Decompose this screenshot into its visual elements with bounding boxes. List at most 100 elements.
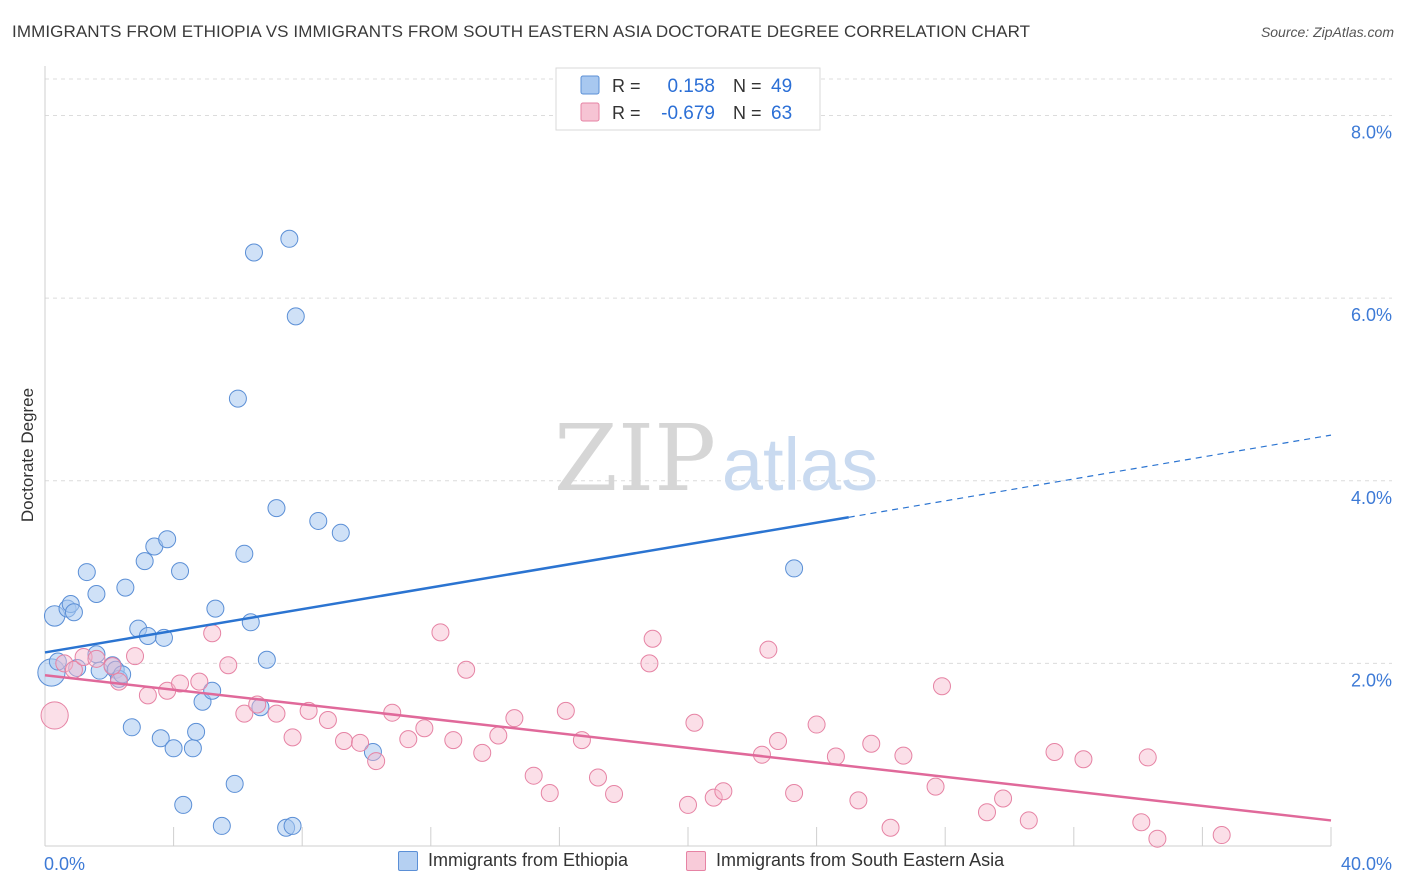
sea-point (351, 733, 370, 752)
sea-trend-line (44, 674, 1332, 822)
sea-point (87, 649, 106, 668)
sea-point (1148, 829, 1167, 848)
sea-point (334, 731, 353, 750)
sea-point (109, 672, 128, 691)
data-points (37, 229, 1231, 848)
sea-point (219, 656, 238, 675)
sea-point (457, 660, 476, 679)
sea-point (1138, 748, 1157, 767)
ethiopia-point (164, 739, 183, 758)
sea-point (785, 784, 804, 803)
sea-point (704, 788, 723, 807)
sea-point (489, 726, 508, 745)
ethiopia-point (267, 499, 286, 518)
ethiopia-point (785, 559, 804, 578)
legend-swatch-pink (686, 850, 706, 871)
sea-point (171, 674, 190, 693)
legend-r-label: R = (612, 103, 641, 123)
ethiopia-point (212, 816, 231, 835)
sea-point (367, 752, 386, 771)
ethiopia-point (206, 599, 225, 618)
x-tick-label: 0.0% (44, 854, 85, 874)
ethiopia-point (135, 552, 154, 571)
sea-point (1074, 750, 1093, 769)
ethiopia-point (171, 562, 190, 581)
sea-point (894, 746, 913, 765)
source-label: Source: ZipAtlas.com (1260, 24, 1394, 40)
sea-point (473, 743, 492, 762)
x-tick-label: 40.0% (1341, 854, 1392, 874)
legend-item-ethiopia: Immigrants from Ethiopia (398, 850, 628, 871)
sea-point (1045, 742, 1064, 761)
sea-point (505, 709, 524, 728)
sea-point (714, 782, 733, 801)
legend-label: Immigrants from South Eastern Asia (716, 850, 1005, 870)
ethiopia-point (151, 729, 170, 748)
sea-point (103, 657, 122, 676)
sea-point (643, 629, 662, 648)
sea-point (1019, 811, 1038, 830)
sea-point (807, 715, 826, 734)
ethiopia-point (225, 774, 244, 793)
sea-point (524, 766, 543, 785)
ethiopia-trend-extension (848, 434, 1332, 518)
sea-point (415, 719, 434, 738)
gridlines (45, 78, 1392, 664)
chart-title: IMMIGRANTS FROM ETHIOPIA VS IMMIGRANTS F… (12, 22, 1031, 41)
sea-point (203, 624, 222, 643)
legend-n-value: 49 (771, 76, 792, 97)
axes: 2.0% 4.0% 6.0% 8.0% 0.0% 40.0% (44, 66, 1392, 874)
y-axis-label: Doctorate Degree (18, 388, 37, 522)
sea-point (40, 701, 69, 730)
ethiopia-trend-line (44, 516, 849, 654)
ethiopia-point (87, 584, 106, 603)
sea-point (1132, 813, 1151, 832)
sea-point (994, 789, 1013, 808)
watermark-atlas: atlas (722, 423, 878, 506)
sea-point (556, 701, 575, 720)
ethiopia-point (48, 652, 67, 671)
sea-point (605, 784, 624, 803)
legend-swatch-pink (580, 102, 600, 122)
ethiopia-point (183, 739, 202, 758)
sea-point (881, 818, 900, 837)
ethiopia-point (122, 718, 141, 737)
sea-point (138, 686, 157, 705)
ethiopia-point (286, 307, 305, 326)
sea-point (588, 768, 607, 787)
sea-point (640, 654, 659, 673)
ethiopia-point (77, 563, 96, 582)
y-tick-label: 8.0% (1351, 123, 1392, 143)
legend-r-value: 0.158 (667, 76, 715, 97)
sea-point (759, 640, 778, 659)
legend-item-sea: Immigrants from South Eastern Asia (686, 850, 1004, 871)
sea-point (685, 713, 704, 732)
sea-point (540, 784, 559, 803)
ethiopia-point (280, 229, 299, 248)
ethiopia-point (257, 650, 276, 669)
ethiopia-point (158, 530, 177, 549)
sea-point (126, 647, 145, 666)
legend-label: Immigrants from Ethiopia (428, 850, 629, 870)
sea-point (1212, 826, 1231, 845)
ethiopia-point (64, 603, 83, 622)
sea-point (431, 623, 450, 642)
ethiopia-point (116, 578, 135, 597)
legend-r-label: R = (612, 76, 641, 96)
sea-point (932, 677, 951, 696)
sea-point (55, 654, 74, 673)
y-tick-label: 4.0% (1351, 488, 1392, 508)
legend-swatch-blue (580, 75, 600, 95)
y-tick-label: 2.0% (1351, 670, 1392, 690)
bottom-legend: Immigrants from Ethiopia Immigrants from… (0, 850, 1406, 880)
ethiopia-point (228, 389, 247, 408)
sea-point (926, 777, 945, 796)
ethiopia-point (174, 795, 193, 814)
legend-n-value: 63 (771, 103, 792, 124)
sea-point (769, 731, 788, 750)
sea-point (862, 734, 881, 753)
ethiopia-point (283, 816, 302, 835)
ethiopia-point (244, 243, 263, 262)
legend-n-label: N = (733, 103, 762, 123)
